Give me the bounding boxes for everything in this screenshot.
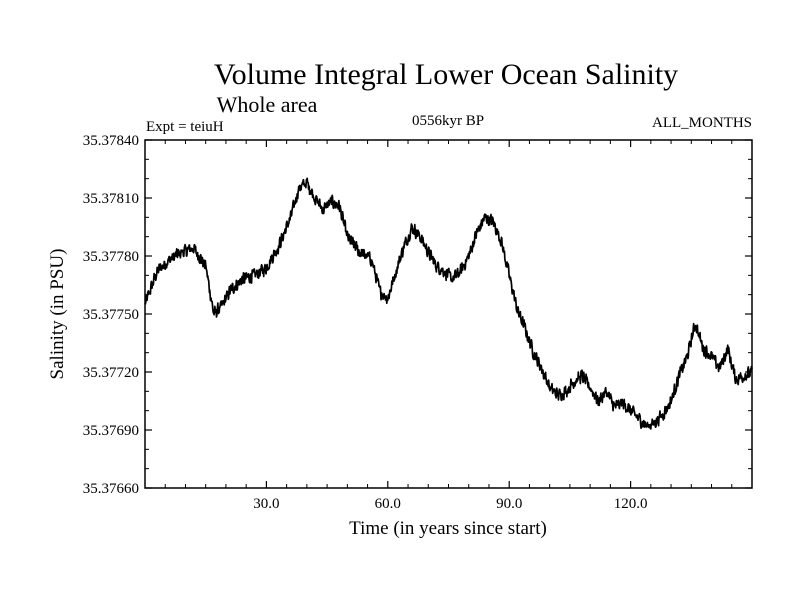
x-axis: 30.0 60.0 90.0 120.0 [164, 140, 733, 512]
plot-frame [144, 139, 753, 489]
y-tick-label: 35.37720 [83, 365, 139, 381]
experiment-label: Expt = teiuH [146, 119, 224, 135]
months-label: ALL_MONTHS [652, 115, 752, 131]
chart-subtitle: Whole area [217, 92, 318, 117]
x-tick-label: 30.0 [253, 496, 279, 512]
x-tick-label: 90.0 [496, 496, 522, 512]
y-axis-label: Salinity (in PSU) [47, 249, 68, 380]
y-tick-label: 35.37840 [83, 133, 139, 149]
y-axis: 35.37660 35.37690 35.37720 35.37750 35.37780… [83, 133, 752, 497]
y-tick-label: 35.37660 [83, 481, 139, 497]
plot-area [144, 139, 753, 489]
x-tick-label: 60.0 [375, 496, 401, 512]
y-tick-label: 35.37750 [83, 307, 139, 323]
salinity-series-line [144, 177, 753, 430]
y-tick-label: 35.37780 [83, 249, 139, 265]
x-axis-label: Time (in years since start) [349, 518, 547, 539]
y-tick-label: 35.37810 [83, 191, 139, 207]
x-tick-label: 120.0 [614, 496, 648, 512]
chart-title: Volume Integral Lower Ocean Salinity [214, 58, 678, 91]
y-tick-label: 35.37690 [83, 423, 139, 439]
period-label: 0556kyr BP [412, 113, 484, 129]
